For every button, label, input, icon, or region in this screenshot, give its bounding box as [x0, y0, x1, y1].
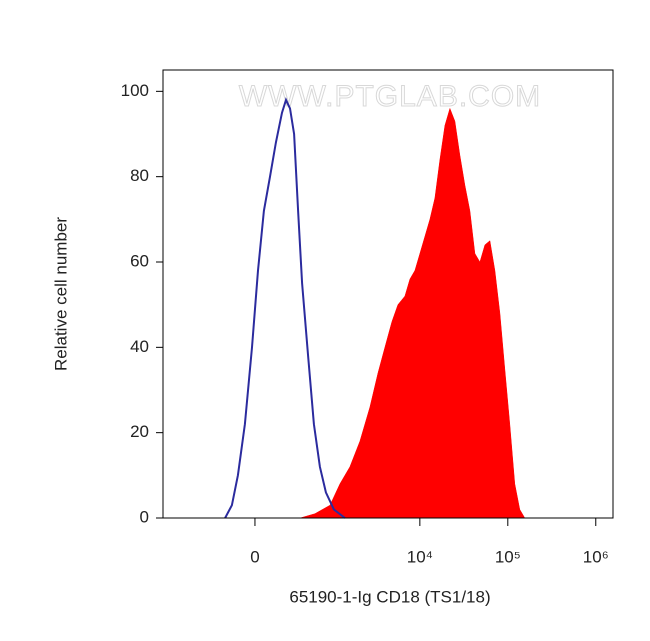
histogram-area: [300, 107, 526, 519]
y-tick-label: 40: [130, 337, 149, 356]
x-tick-label: 10⁴: [407, 547, 433, 566]
histogram-line: [224, 97, 346, 519]
plot-area: [224, 97, 526, 519]
x-tick-label: 10⁵: [495, 547, 521, 566]
y-tick-label: 60: [130, 251, 149, 270]
y-tick-label: 0: [140, 507, 149, 526]
x-tick-label: 10⁶: [583, 547, 609, 566]
y-tick-label: 100: [121, 81, 149, 100]
y-tick-label: 80: [130, 166, 149, 185]
x-axis-label: 65190-1-Ig CD18 (TS1/18): [289, 587, 490, 606]
plot-frame: [162, 69, 614, 519]
x-tick-label: 0: [250, 547, 259, 566]
y-axis-label: Relative cell number: [51, 217, 70, 371]
y-tick-label: 20: [130, 422, 149, 441]
